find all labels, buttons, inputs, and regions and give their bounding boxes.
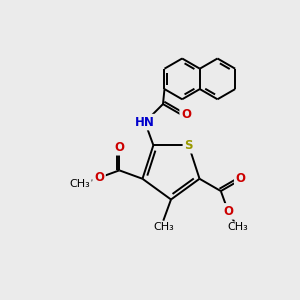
Text: CH₃: CH₃ (70, 179, 91, 189)
Text: CH₃: CH₃ (227, 223, 248, 232)
Text: O: O (223, 205, 233, 218)
Text: S: S (184, 139, 193, 152)
Text: CH₃: CH₃ (153, 222, 174, 232)
Text: O: O (94, 171, 104, 184)
Text: O: O (236, 172, 246, 185)
Text: O: O (181, 108, 191, 122)
Text: HN: HN (135, 116, 155, 129)
Text: O: O (114, 141, 124, 154)
